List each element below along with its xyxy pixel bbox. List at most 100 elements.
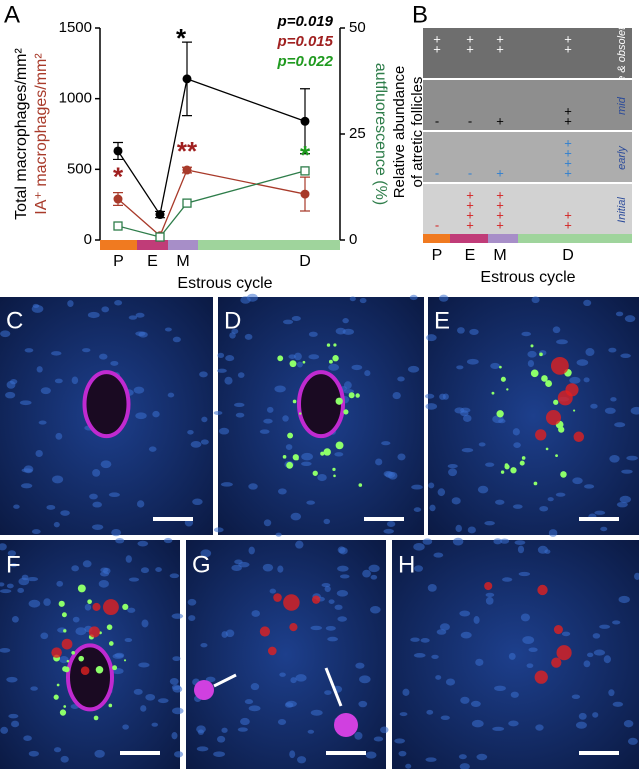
- symbol: +: [466, 217, 474, 232]
- nucleus: [23, 465, 34, 474]
- nucleus: [343, 381, 352, 390]
- nucleus: [337, 546, 346, 554]
- point: [182, 74, 192, 84]
- symbol: +: [496, 113, 504, 128]
- nucleus: [135, 331, 146, 337]
- nucleus: [28, 599, 41, 608]
- nucleus: [11, 720, 20, 728]
- nucleus: [527, 360, 535, 368]
- panel-label: G: [192, 551, 211, 578]
- nucleus: [32, 303, 40, 308]
- nucleus: [365, 751, 377, 759]
- nucleus: [306, 500, 316, 505]
- nucleus: [431, 654, 439, 659]
- nucleus: [0, 647, 11, 653]
- y-tick-label: 1500: [59, 19, 92, 36]
- significance: *: [300, 140, 311, 170]
- nucleus: [263, 418, 273, 424]
- nucleus: [467, 526, 476, 534]
- macrophage: [565, 383, 579, 397]
- point: [113, 221, 123, 231]
- macrophage: [283, 594, 300, 611]
- nucleus: [456, 365, 464, 370]
- nucleus: [409, 294, 418, 301]
- symbol: +: [496, 197, 504, 212]
- nucleus: [426, 334, 437, 342]
- nucleus: [87, 311, 100, 319]
- nucleus: [548, 529, 558, 537]
- symbol: +: [433, 31, 441, 46]
- autofluorescence: [123, 659, 127, 662]
- autofluorescence: [282, 454, 287, 459]
- autofluorescence: [328, 359, 333, 364]
- nucleus: [578, 712, 587, 720]
- symbol: +: [564, 207, 572, 222]
- nucleus: [124, 637, 133, 643]
- arrow: [213, 673, 237, 688]
- series-line: [117, 170, 306, 238]
- nucleus: [510, 691, 519, 698]
- y2-tick-label: 50: [349, 19, 366, 36]
- symbol: +: [466, 41, 474, 56]
- nucleus: [279, 672, 286, 677]
- nucleus: [141, 619, 149, 628]
- autofluorescence: [573, 409, 576, 412]
- nucleus: [248, 483, 258, 490]
- nucleus: [0, 589, 12, 594]
- nucleus: [274, 385, 286, 393]
- nucleus: [537, 545, 548, 554]
- macrophage: [102, 599, 119, 616]
- autofluorescence: [56, 683, 60, 687]
- autofluorescence: [510, 467, 517, 474]
- nucleus: [351, 364, 363, 371]
- nucleus: [244, 699, 254, 705]
- point: [155, 232, 165, 242]
- p-value: p=0.019: [277, 13, 334, 30]
- autofluorescence: [553, 399, 559, 405]
- phase-bar: [423, 234, 450, 243]
- nucleus: [171, 732, 178, 740]
- phase-bar: [137, 240, 168, 250]
- macrophage: [92, 602, 101, 611]
- nucleus: [197, 729, 205, 735]
- autofluorescence: [87, 599, 92, 605]
- autofluorescence: [108, 703, 113, 708]
- y-axis-title: IA⁺ macrophages/mm²: [33, 53, 50, 215]
- cell: [334, 713, 358, 737]
- nucleus: [201, 416, 208, 423]
- row-band: [423, 132, 632, 182]
- nucleus: [140, 705, 147, 712]
- nucleus: [30, 686, 38, 691]
- nucleus: [167, 392, 175, 398]
- nucleus: [324, 585, 331, 593]
- nucleus: [399, 712, 408, 717]
- nucleus: [6, 676, 18, 683]
- x-axis-title: Estrous cycle: [177, 275, 272, 292]
- nucleus: [234, 559, 243, 565]
- nucleus: [500, 538, 510, 544]
- nucleus: [425, 403, 438, 410]
- nucleus: [521, 331, 531, 337]
- nucleus: [248, 546, 255, 555]
- autofluorescence: [63, 666, 70, 673]
- nucleus: [317, 473, 327, 482]
- nucleus: [221, 727, 228, 733]
- autofluorescence: [545, 380, 553, 388]
- nucleus: [60, 755, 69, 763]
- nucleus: [370, 606, 381, 614]
- autofluorescence: [335, 441, 344, 450]
- macrophage: [267, 646, 277, 656]
- autofluorescence: [519, 460, 525, 466]
- nucleus: [262, 563, 274, 572]
- autofluorescence: [320, 451, 325, 456]
- x-tick-label: D: [562, 247, 574, 264]
- nucleus: [514, 540, 526, 545]
- row-band: [423, 28, 632, 78]
- nucleus: [609, 454, 620, 463]
- nucleus: [359, 675, 371, 684]
- nucleus: [478, 442, 486, 447]
- nucleus: [307, 729, 315, 734]
- nucleus: [75, 627, 87, 636]
- nucleus: [171, 684, 181, 690]
- nucleus: [244, 333, 253, 340]
